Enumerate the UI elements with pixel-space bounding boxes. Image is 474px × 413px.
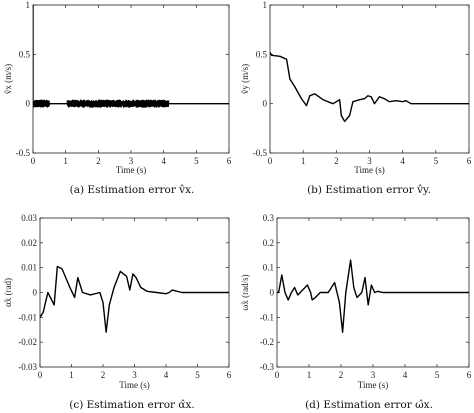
x-tick-label: 6 — [227, 156, 232, 166]
y-tick-label: 0.5 — [256, 49, 268, 59]
x-tick-label: 5 — [435, 370, 440, 380]
x-axis-label: Time (s) — [358, 380, 388, 390]
plot-frame — [32, 4, 230, 154]
figure-caption: (c) Estimation error α̂x. — [69, 399, 195, 411]
x-axis-label: Time (s) — [354, 165, 384, 175]
x-tick-label: 3 — [132, 370, 137, 380]
chart-panel-4: 0 1 2 3 4 5 6 -0.3 -0.2 -0.1 0 0.1 0.2 0.3 Time (s) ω̃x… — [240, 213, 472, 411]
noise-band-2 — [66, 99, 170, 108]
figure-caption: (a) Estimation error v̂x. — [70, 184, 195, 196]
y-tick-label: -0.2 — [260, 337, 274, 347]
series-line-1 — [40, 265, 229, 333]
series-line-1 — [33, 5, 229, 105]
x-tick-label: 6 — [467, 156, 472, 166]
y-tick-label: 1 — [263, 0, 268, 10]
chart-panel-3: 0 1 2 3 4 5 6 -0.03 -0.02 -0.01 0 0.01 0.02 0.03 Time … — [3, 213, 232, 411]
y-tick-label: 0.5 — [19, 49, 31, 59]
x-tick-label: 2 — [339, 370, 344, 380]
y-tick-label: 0.03 — [21, 213, 37, 223]
y-tick-label: -0.01 — [18, 312, 37, 322]
x-tick-label: 0 — [38, 370, 43, 380]
x-tick-label: 4 — [400, 156, 405, 166]
y-tick-label: 0.01 — [21, 263, 37, 273]
y-tick-label: 0 — [270, 288, 275, 298]
y-axis-label: α̃x (rad) — [3, 278, 13, 307]
x-tick-label: 2 — [96, 156, 101, 166]
y-axis-label: ω̃x (rad/s) — [240, 274, 250, 310]
series-line-1 — [277, 259, 469, 333]
y-tick-label: -0.03 — [18, 362, 37, 372]
x-axis-label: Time (s) — [119, 380, 149, 390]
x-tick-label: 4 — [161, 156, 166, 166]
y-tick-label: 0.3 — [263, 213, 275, 223]
x-tick-label: 4 — [164, 370, 169, 380]
x-tick-label: 6 — [227, 370, 232, 380]
x-tick-label: 5 — [194, 156, 199, 166]
x-tick-label: 3 — [371, 370, 376, 380]
y-tick-label: -0.02 — [18, 337, 37, 347]
x-tick-label: 4 — [403, 370, 408, 380]
series-line-1 — [270, 52, 469, 123]
figure-caption: (b) Estimation error v̂y. — [307, 184, 431, 196]
noise-band-1 — [33, 99, 51, 108]
x-tick-label: 2 — [334, 156, 339, 166]
x-tick-label: 1 — [69, 370, 74, 380]
x-tick-label: 5 — [195, 370, 200, 380]
x-tick-label: 5 — [434, 156, 439, 166]
x-tick-label: 0 — [275, 370, 280, 380]
y-tick-label: 0.1 — [263, 263, 274, 273]
y-tick-label: 0 — [263, 99, 268, 109]
y-tick-label: 0.02 — [21, 238, 37, 248]
x-tick-label: 3 — [367, 156, 372, 166]
x-tick-label: 0 — [268, 156, 273, 166]
y-tick-label: 1 — [26, 0, 31, 10]
y-axis-label: ṽy (m/s) — [240, 64, 250, 94]
x-tick-label: 2 — [101, 370, 106, 380]
y-tick-label: 0.2 — [263, 238, 274, 248]
x-axis-label: Time (s) — [116, 165, 146, 175]
y-tick-label: -0.5 — [253, 148, 268, 158]
y-tick-label: 0 — [33, 288, 38, 298]
figure-caption: (d) Estimation error ω̂x. — [305, 399, 433, 411]
x-tick-label: 1 — [301, 156, 306, 166]
plot-frame — [269, 4, 470, 154]
x-tick-label: 0 — [31, 156, 36, 166]
x-tick-label: 1 — [307, 370, 312, 380]
y-axis-label: ṽx (m/s) — [3, 64, 13, 94]
x-tick-label: 1 — [63, 156, 68, 166]
y-tick-label: -0.1 — [260, 312, 274, 322]
x-tick-label: 3 — [129, 156, 134, 166]
y-tick-label: -0.3 — [260, 362, 275, 372]
y-tick-label: -0.5 — [16, 148, 31, 158]
x-tick-label: 6 — [467, 370, 472, 380]
y-tick-label: 0 — [26, 99, 31, 109]
